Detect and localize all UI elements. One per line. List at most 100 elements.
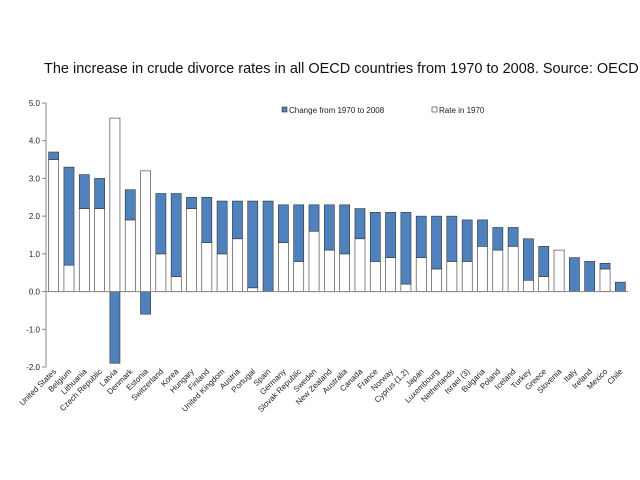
bar-group <box>431 215 442 292</box>
bar-group <box>553 249 565 292</box>
bar-change <box>492 227 504 251</box>
bar-group <box>78 174 90 292</box>
bar-change <box>155 193 167 255</box>
bar-change <box>232 200 243 240</box>
bar-group <box>492 227 504 292</box>
bar-change <box>78 174 90 209</box>
y-tick-label: -2.0 <box>26 363 40 372</box>
bar-group <box>201 196 213 292</box>
legend-item: Rate in 1970 <box>431 106 485 115</box>
bar-group <box>584 261 596 292</box>
y-tick-label: -1.0 <box>26 325 40 334</box>
bar-rate-1970 <box>186 208 197 292</box>
bar-rate-1970 <box>538 276 550 292</box>
bar-change <box>109 291 121 364</box>
bar-rate-1970 <box>339 253 351 292</box>
bar-rate-1970 <box>369 261 381 292</box>
bar-rate-1970 <box>201 242 213 292</box>
bar-group <box>124 189 136 292</box>
bar-change <box>308 204 320 232</box>
y-tick-label: 0.0 <box>29 288 41 297</box>
bar-rate-1970 <box>94 208 105 292</box>
chart-bars <box>48 117 626 364</box>
bar-rate-1970 <box>599 268 611 292</box>
bar-change <box>599 262 611 270</box>
x-tick-label: Chile <box>605 367 625 387</box>
bar-group <box>170 193 182 292</box>
bar-change <box>140 291 151 315</box>
bar-group <box>232 200 243 292</box>
legend-item: Change from 1970 to 2008 <box>281 106 385 115</box>
bar-change <box>323 204 335 251</box>
bar-group <box>109 117 121 364</box>
y-tick-label: 1.0 <box>29 250 41 259</box>
bar-change <box>339 204 351 255</box>
bar-group <box>323 204 335 292</box>
bar-rate-1970 <box>278 242 289 292</box>
bar-change <box>186 196 197 209</box>
y-tick-label: 5.0 <box>29 99 41 108</box>
y-tick-label: 2.0 <box>29 212 41 221</box>
bar-change <box>262 200 274 292</box>
bar-group <box>216 200 228 292</box>
bar-group <box>247 200 259 292</box>
y-tick-label: 3.0 <box>29 174 41 183</box>
bar-rate-1970 <box>415 257 427 292</box>
bar-group <box>155 193 167 292</box>
bar-rate-1970 <box>323 249 335 292</box>
bar-rate-1970 <box>78 208 90 292</box>
bar-group <box>94 178 105 292</box>
bar-change <box>507 227 519 247</box>
bar-change <box>278 204 289 243</box>
bar-group <box>523 238 534 292</box>
bar-change <box>538 246 550 277</box>
bar-group <box>63 166 75 292</box>
bar-change <box>431 215 442 270</box>
bar-group <box>507 227 519 292</box>
bar-change <box>415 215 427 258</box>
bar-change <box>63 166 75 266</box>
bar-change <box>354 208 366 240</box>
bar-group <box>477 219 488 292</box>
bar-change <box>614 281 626 292</box>
bar-group <box>354 208 366 292</box>
bar-rate-1970 <box>385 257 396 292</box>
bar-change <box>477 219 488 247</box>
bar-rate-1970 <box>216 253 228 292</box>
legend-swatch <box>431 106 438 113</box>
bar-rate-1970 <box>431 268 442 292</box>
bar-group <box>614 281 626 292</box>
bar-change <box>400 212 412 285</box>
bar-rate-1970 <box>308 230 320 292</box>
bar-group <box>140 170 151 315</box>
y-tick-label: 4.0 <box>29 137 41 146</box>
bar-change <box>569 257 580 292</box>
bar-rate-1970 <box>63 264 75 292</box>
bar-rate-1970 <box>124 219 136 292</box>
bar-change <box>124 189 136 221</box>
bar-change <box>523 238 534 281</box>
bar-rate-1970 <box>507 246 519 292</box>
bar-rate-1970 <box>170 276 182 292</box>
bar-change <box>461 219 473 262</box>
bar-change <box>48 151 60 160</box>
bar-change <box>170 193 182 277</box>
bar-group <box>569 257 580 292</box>
bar-rate-1970 <box>354 238 366 292</box>
bar-change <box>293 204 305 262</box>
bar-change <box>201 196 213 243</box>
bar-group <box>369 212 381 292</box>
bar-rate-1970 <box>293 261 305 292</box>
bar-rate-1970 <box>553 249 565 292</box>
bar-rate-1970 <box>461 261 473 292</box>
chart-title: The increase in crude divorce rates in a… <box>44 61 639 77</box>
legend-swatch <box>281 106 288 113</box>
bar-group <box>293 204 305 292</box>
bar-rate-1970 <box>247 287 259 292</box>
bar-group <box>339 204 351 292</box>
bar-group <box>599 262 611 292</box>
bar-rate-1970 <box>155 253 167 292</box>
bar-group <box>400 212 412 292</box>
bar-change <box>247 200 259 289</box>
